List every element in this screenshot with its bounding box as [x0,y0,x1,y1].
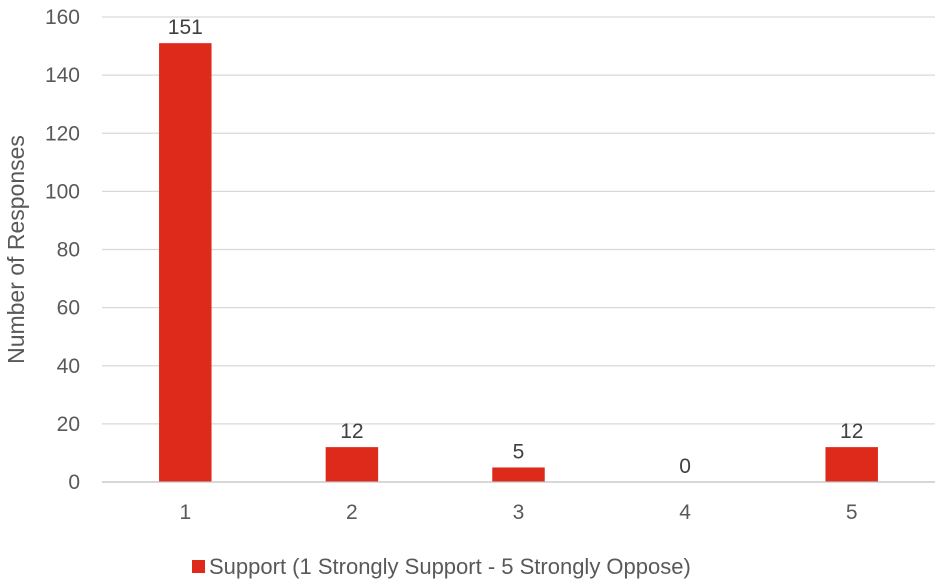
data-label: 12 [840,420,863,443]
y-axis-title: Number of Responses [3,135,29,364]
legend-label: Support (1 Strongly Support - 5 Strongly… [209,554,691,579]
bar [492,467,545,482]
bar [159,43,212,482]
y-tick-label: 60 [57,297,80,320]
y-tick-label: 140 [45,64,80,87]
x-tick-label: 2 [346,501,358,524]
legend-swatch [192,560,205,573]
bars [159,43,878,482]
y-tick-label: 0 [68,471,80,494]
x-tick-label: 3 [513,501,525,524]
y-tick-label: 40 [57,355,80,378]
bar [325,447,379,482]
gridlines [102,16,935,425]
y-tick-label: 20 [57,413,80,436]
data-label: 5 [513,440,525,463]
x-tick-label: 4 [679,501,691,524]
data-label: 151 [168,16,203,39]
y-tick-label: 100 [45,180,80,203]
y-tick-label: 120 [45,122,80,145]
y-tick-label: 80 [57,239,80,262]
y-tick-label: 160 [45,6,80,29]
legend: Support (1 Strongly Support - 5 Strongly… [192,554,691,579]
y-axis-ticks: 0 20 40 60 80 100 120 140 160 [45,6,80,494]
data-labels: 151 12 5 0 12 [168,16,864,478]
x-axis-ticks: 1 2 3 4 5 [179,501,857,524]
x-tick-label: 5 [846,501,858,524]
data-label: 12 [340,420,363,443]
bar [825,447,878,482]
data-label: 0 [679,455,691,478]
x-tick-label: 1 [179,501,191,524]
